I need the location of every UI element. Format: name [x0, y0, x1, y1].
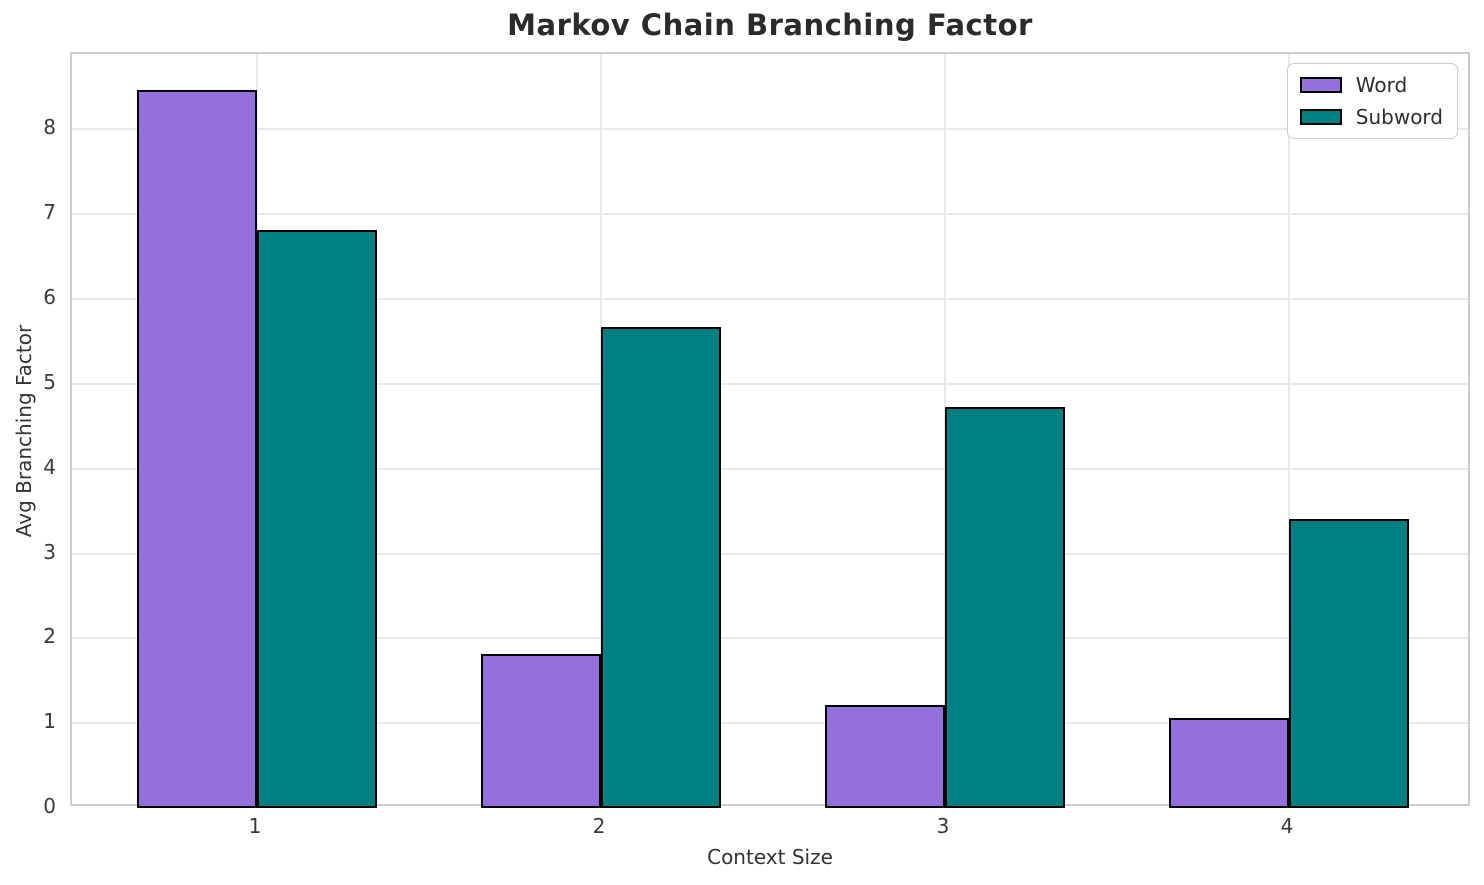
bar-subword-4	[1289, 518, 1409, 808]
gridline-y-1	[72, 722, 1468, 725]
bar-subword-3	[945, 406, 1065, 808]
ytick-label-1: 1	[43, 709, 56, 734]
gridline-y-2	[72, 637, 1468, 640]
bar-word-4	[1169, 718, 1289, 808]
gridline-y-8	[72, 128, 1468, 131]
xtick-label-1: 1	[248, 814, 262, 838]
bar-word-2	[481, 653, 601, 808]
legend-entry-subword: Subword	[1299, 105, 1443, 129]
ytick-label-3: 3	[43, 539, 56, 564]
xtick-label-2: 2	[592, 814, 606, 838]
y-axis-label: Avg Branching Factor	[12, 324, 36, 538]
xtick-label-4: 4	[1280, 814, 1294, 838]
bar-word-3	[825, 705, 945, 808]
legend-label-word: Word	[1355, 73, 1408, 97]
bar-subword-2	[601, 327, 721, 808]
legend: Word Subword	[1286, 63, 1458, 139]
ytick-label-7: 7	[43, 200, 56, 225]
x-axis-label: Context Size	[707, 845, 833, 869]
xtick-label-3: 3	[936, 814, 950, 838]
bar-subword-1	[257, 229, 377, 808]
gridline-y-7	[72, 213, 1468, 216]
gridline-y-4	[72, 467, 1468, 470]
ytick-label-6: 6	[43, 285, 56, 310]
plot-area: Word Subword	[70, 52, 1470, 808]
bar-word-1	[137, 90, 257, 808]
gridline-y-3	[72, 552, 1468, 555]
ytick-label-4: 4	[43, 454, 56, 479]
ytick-label-5: 5	[43, 369, 56, 394]
gridline-y-5	[72, 382, 1468, 385]
legend-entry-word: Word	[1299, 73, 1443, 97]
gridline-y-6	[72, 298, 1468, 301]
gridline-x-4	[1288, 54, 1290, 804]
legend-label-subword: Subword	[1355, 105, 1443, 129]
ytick-label-8: 8	[43, 115, 56, 140]
ytick-label-0: 0	[43, 794, 56, 818]
legend-swatch-subword	[1299, 109, 1342, 125]
chart-title: Markov Chain Branching Factor	[507, 8, 1033, 42]
legend-swatch-word	[1299, 77, 1342, 93]
ytick-label-2: 2	[43, 624, 56, 649]
